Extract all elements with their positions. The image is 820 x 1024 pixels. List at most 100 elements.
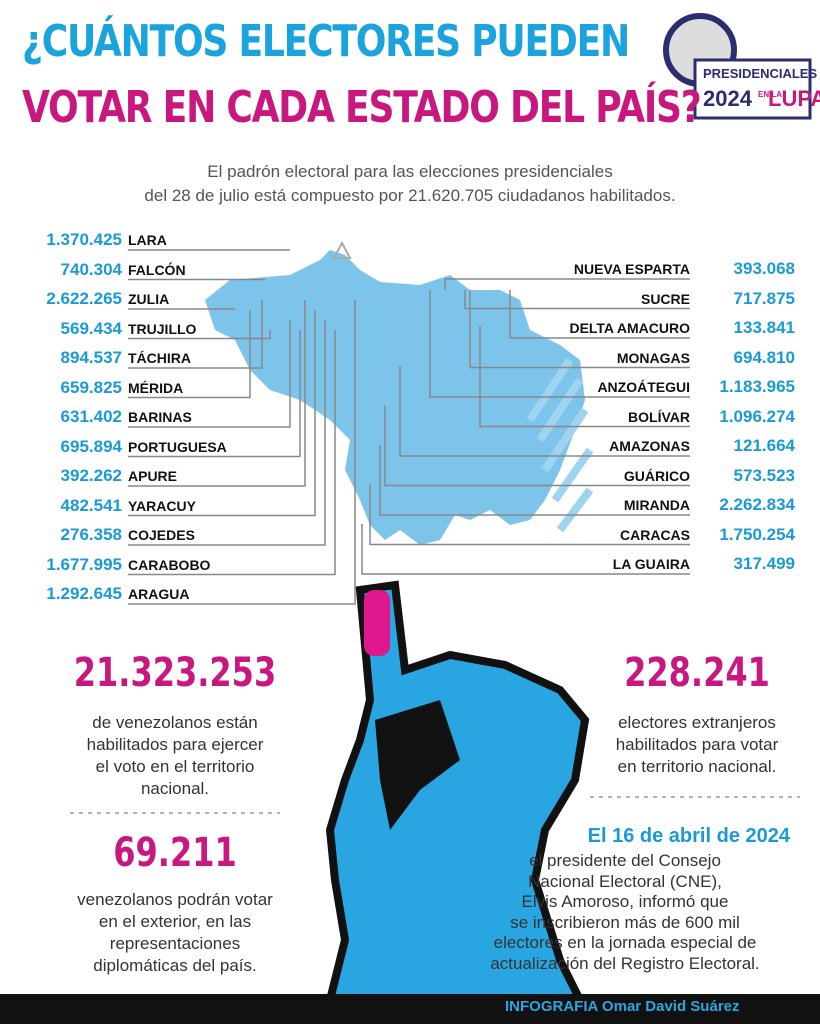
state-value: 2.262.834 bbox=[719, 495, 795, 514]
state-name: TRUJILLO bbox=[128, 320, 197, 337]
state-value: 121.664 bbox=[733, 436, 795, 455]
leader-line bbox=[509, 290, 690, 339]
logo bbox=[663, 13, 812, 120]
fingernail bbox=[364, 590, 390, 656]
state-name: AMAZONAS bbox=[609, 438, 690, 454]
state-name: GUÁRICO bbox=[623, 467, 690, 484]
leader-line bbox=[128, 330, 271, 340]
state-value: 894.537 bbox=[60, 348, 122, 367]
hand-shadow bbox=[375, 700, 460, 830]
logo-text: LUPA bbox=[768, 86, 820, 111]
stat-value: 228.241 bbox=[624, 650, 770, 696]
state-value: 317.499 bbox=[733, 554, 795, 573]
state-name: ANZOÁTEGUI bbox=[597, 379, 690, 395]
stat-text: diplomáticas del país. bbox=[93, 956, 257, 975]
state-value: 1.183.965 bbox=[719, 377, 795, 396]
stat-text: representaciones bbox=[109, 934, 241, 953]
state-name: BOLÍVAR bbox=[628, 408, 690, 425]
leader-line bbox=[128, 310, 251, 399]
state-name: SUCRE bbox=[640, 290, 690, 307]
leader-line bbox=[128, 320, 291, 428]
stat-text: en territorio nacional. bbox=[617, 757, 777, 776]
state-name: BARINAS bbox=[128, 409, 192, 425]
state-name: TÁCHIRA bbox=[128, 350, 191, 366]
state-name: NUEVA ESPARTA bbox=[573, 261, 690, 277]
leader-line bbox=[469, 290, 690, 369]
footer-bar bbox=[0, 994, 820, 1024]
state-value: 1.370.425 bbox=[46, 230, 122, 249]
stat-value: 69.211 bbox=[113, 830, 237, 876]
state-value: 276.358 bbox=[60, 525, 122, 544]
leader-line bbox=[361, 524, 690, 575]
leader-line bbox=[128, 330, 301, 458]
state-name: LARA bbox=[128, 232, 167, 248]
state-name: MÉRIDA bbox=[128, 379, 184, 396]
leader-line bbox=[128, 310, 316, 517]
state-name: ZULIA bbox=[128, 291, 170, 307]
stat-text: electores extranjeros bbox=[618, 713, 776, 732]
stat-text: nacional. bbox=[140, 779, 210, 798]
title: ¿CUÁNTOS ELECTORES PUEDEN bbox=[22, 16, 630, 67]
logo-text: EN LA bbox=[758, 90, 782, 99]
logo-text: PRESIDENCIALES bbox=[703, 66, 818, 81]
state-value: 717.875 bbox=[733, 288, 795, 308]
state-name: APURE bbox=[128, 468, 178, 484]
leader-line bbox=[128, 300, 263, 369]
leader-line bbox=[429, 290, 690, 398]
leader-line bbox=[128, 320, 326, 546]
state-name: FALCÓN bbox=[128, 261, 186, 278]
stat-text: en el exterior, en las bbox=[98, 912, 252, 931]
stat-text: venezolanos podrán votar bbox=[77, 890, 273, 909]
state-value: 482.541 bbox=[60, 495, 122, 515]
state-name: YARACUY bbox=[128, 497, 196, 514]
state-value: 695.894 bbox=[60, 436, 122, 456]
leader-line bbox=[379, 445, 690, 516]
hand bbox=[324, 580, 590, 1004]
state-name: LA GUAIRA bbox=[612, 556, 690, 572]
note-text: Nacional Electoral (CNE), bbox=[528, 871, 722, 891]
state-value: 573.523 bbox=[733, 465, 795, 485]
state-value: 2.622.265 bbox=[46, 289, 122, 308]
stat-text: el voto en el territorio bbox=[95, 757, 255, 776]
state-value: 1.750.254 bbox=[719, 524, 795, 544]
state-value: 393.068 bbox=[733, 259, 795, 278]
state-name: CARABOBO bbox=[128, 556, 211, 573]
note-text: actualización del Registro Electoral. bbox=[490, 953, 760, 973]
state-name: MIRANDA bbox=[623, 497, 690, 513]
state-name: ARAGUA bbox=[128, 586, 190, 602]
leader-line bbox=[444, 278, 690, 290]
note-text: electores en la jornada especial de bbox=[493, 933, 757, 952]
leader-line bbox=[128, 300, 306, 487]
state-name: MONAGAS bbox=[616, 349, 690, 366]
note-heading: El 16 de abril de 2024 bbox=[587, 825, 790, 847]
logo-text: 2024 bbox=[703, 86, 752, 111]
leader-line bbox=[128, 300, 356, 605]
subtitle: del 28 de julio está compuesto por 21.62… bbox=[144, 186, 676, 205]
state-name: DELTA AMACURO bbox=[569, 320, 690, 336]
note-text: se inscribieron más de 600 mil bbox=[510, 912, 740, 932]
leader-line bbox=[128, 330, 336, 576]
footer-credit: INFOGRAFIA Omar David Suárez bbox=[505, 998, 740, 1015]
note-text: el presidente del Consejo bbox=[529, 851, 721, 870]
title: VOTAR EN CADA ESTADO DEL PAÍS? bbox=[22, 82, 702, 133]
state-name: PORTUGUESA bbox=[128, 438, 227, 455]
leader-line bbox=[399, 366, 690, 457]
note-text: Elvis Amoroso, informó que bbox=[521, 892, 729, 911]
stat-text: de venezolanos están bbox=[92, 713, 258, 732]
stat-value: 21.323.253 bbox=[73, 650, 277, 696]
state-name: COJEDES bbox=[128, 527, 195, 543]
state-value: 569.434 bbox=[60, 318, 122, 338]
leader-lines bbox=[128, 249, 690, 605]
stat-text: habilitados para ejercer bbox=[86, 735, 264, 754]
state-value: 392.262 bbox=[60, 466, 122, 485]
venezuela-map bbox=[205, 250, 585, 545]
state-value: 659.825 bbox=[60, 377, 122, 397]
state-value: 1.096.274 bbox=[719, 406, 795, 426]
state-value: 1.677.995 bbox=[46, 554, 122, 574]
stat-text: habilitados para votar bbox=[615, 735, 779, 754]
leader-line bbox=[369, 484, 690, 546]
state-value: 631.402 bbox=[60, 407, 122, 426]
state-value: 694.810 bbox=[733, 347, 795, 367]
